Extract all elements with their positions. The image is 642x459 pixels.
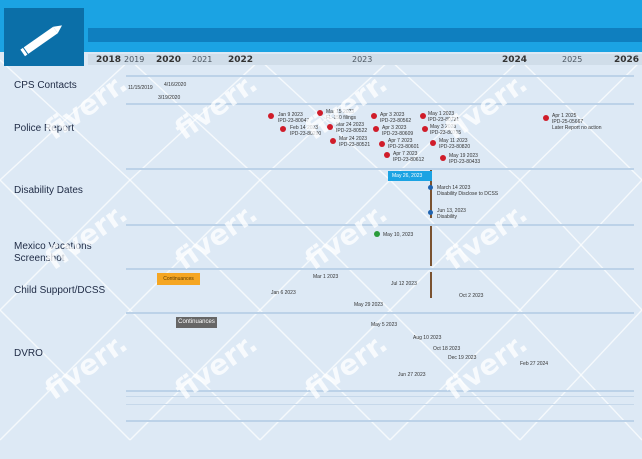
header-bar — [0, 0, 642, 52]
police-event: Apr 1 2025 IPD-25-05667 Later Report no ac… — [552, 113, 602, 131]
police-event-dot — [440, 155, 446, 161]
police-event-dot — [373, 126, 379, 132]
dvro-event: Aug 10 2023 — [413, 335, 442, 341]
lane-label-disability: Disability Dates — [14, 185, 83, 196]
police-event-dot — [280, 126, 286, 132]
year-label: 2020 — [156, 55, 182, 65]
child-connector — [430, 272, 432, 298]
child-event: Oct 2 2023 — [459, 293, 484, 299]
police-event: Feb 14 2023 IPD-23-80290 — [290, 125, 322, 137]
lane-line — [126, 404, 634, 405]
police-event: May 11 2023 IPD-23-80820 — [439, 138, 471, 150]
police-event-dot — [317, 110, 323, 116]
police-event-dot — [420, 113, 426, 119]
disability-flag: May 26, 2023 — [388, 171, 432, 181]
year-label: 2021 — [192, 55, 213, 64]
police-event-dot — [371, 113, 377, 119]
lane-line — [126, 103, 634, 105]
mexico-event: May 10, 2023 — [383, 232, 414, 238]
year-label: 2024 — [502, 55, 528, 65]
lane-line — [126, 390, 634, 392]
police-event-dot — [268, 113, 274, 119]
lane-line — [126, 420, 634, 422]
police-event: Apr 3 2023 IPD-23-80562 — [380, 112, 412, 124]
lane-line — [126, 396, 634, 397]
lane-label-child-support: Child Support/DCSS — [14, 285, 106, 296]
police-event: Apr 7 2023 IPD-23-80612 — [393, 151, 425, 163]
police-event: Mar 15 2023 FL-150 filings — [326, 109, 357, 121]
lane-line — [126, 312, 634, 314]
disability-connector — [430, 170, 432, 218]
year-label: 2018 — [96, 55, 122, 65]
logo-block — [4, 8, 84, 66]
lane-label-police: Police Report — [14, 123, 75, 134]
child-event: Mar 1 2023 — [313, 274, 339, 280]
year-label: 2026 — [614, 55, 640, 65]
dvro-event: Jun 27 2023 — [398, 372, 426, 378]
pencil-icon — [20, 25, 63, 57]
continuances-badge: Continuances — [176, 317, 217, 328]
child-event: Jan 6 2023 — [271, 290, 296, 296]
lane-label-dvro: DVRO — [14, 348, 43, 359]
child-event: Jul 12 2023 — [391, 281, 417, 287]
police-event: Jan 9 2023 IPD-23-80047 — [278, 112, 310, 124]
disability-event-dot — [428, 210, 433, 215]
year-label: 2023 — [352, 55, 373, 64]
police-event-dot — [384, 152, 390, 158]
disability-event: Jun 13, 2023 Disability — [437, 208, 466, 220]
dvro-event: Dec 19 2023 — [448, 355, 477, 361]
dvro-event: Oct 18 2023 — [433, 346, 461, 352]
year-label: 2019 — [124, 55, 145, 64]
lane-line — [126, 75, 634, 77]
police-event: Apr 3 2023 IPD-23-80609 — [382, 125, 414, 137]
continuances-badge: Continuances — [157, 273, 200, 285]
year-axis — [88, 54, 642, 65]
cps-event: 11/15/2019 — [128, 85, 153, 91]
year-label: 2022 — [228, 55, 254, 65]
lane-line — [126, 268, 634, 270]
lane-line — [126, 168, 634, 170]
dvro-event: May 5 2023 — [371, 322, 398, 328]
lane-label-cps: CPS Contacts — [14, 80, 77, 91]
police-event: Apr 7 2023 IPD-23-80601 — [388, 138, 420, 150]
police-event: May 19 2023 IPD-23-80433 — [449, 153, 481, 165]
police-event-dot — [422, 126, 428, 132]
police-event-dot — [327, 124, 333, 130]
police-event-dot — [430, 140, 436, 146]
mexico-connector — [430, 226, 432, 266]
child-event: May 29 2023 — [354, 302, 383, 308]
lane-line — [126, 224, 634, 226]
police-event: May 3 2023 IPD-23-80755 — [430, 124, 462, 136]
police-event-dot — [379, 141, 385, 147]
police-event: Mar 24 2023 IPD-23-80521 — [339, 136, 371, 148]
police-event-dot — [543, 115, 549, 121]
police-event: May 1 2023 IPD-23-80721 — [428, 111, 460, 123]
header-band — [88, 28, 642, 42]
lane-label-mexico: Mexico Vacations Screenshot — [14, 241, 92, 264]
disability-event: March 14 2023 Disability Disclose to DCSS — [437, 185, 499, 197]
mexico-event-dot — [374, 231, 380, 237]
cps-event: 3/19/2020 — [158, 95, 181, 101]
year-label: 2025 — [562, 55, 583, 64]
police-event: Mar 24 2023 IPD-23-80522 — [336, 122, 368, 134]
police-event-dot — [330, 138, 336, 144]
dvro-event: Feb 27 2024 — [520, 361, 549, 367]
disability-event-dot — [428, 185, 433, 190]
cps-event: 4/16/2020 — [164, 82, 187, 88]
